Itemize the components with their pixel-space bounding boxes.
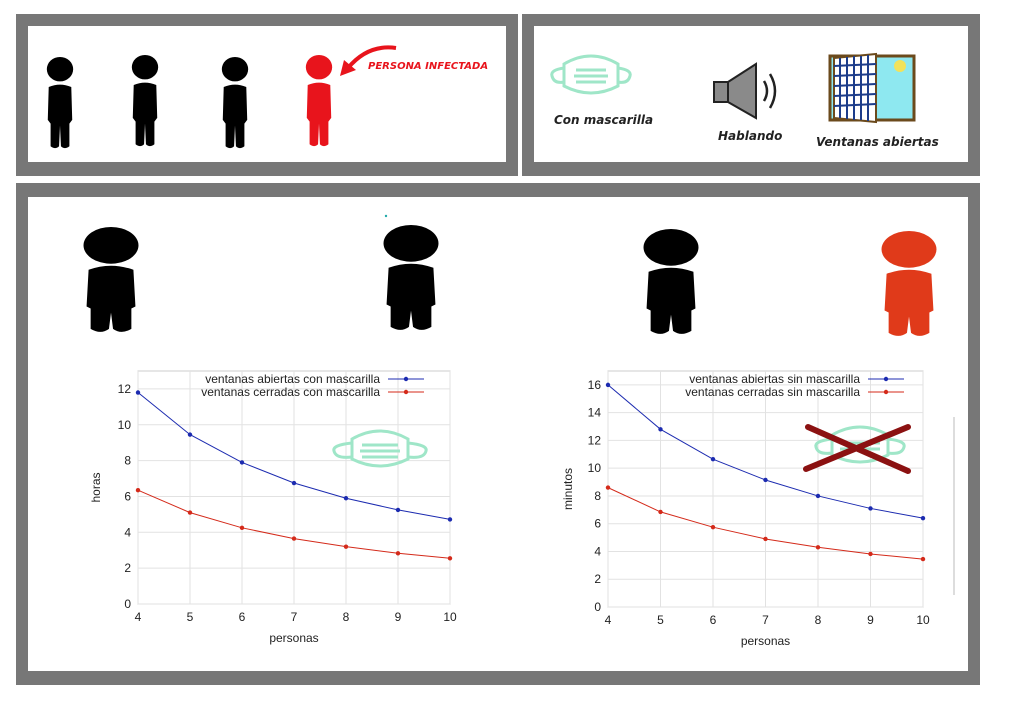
infected-person-icon: [881, 231, 937, 336]
data-point: [135, 487, 141, 493]
data-point: [135, 390, 141, 395]
legend-icons: Con mascarilla Hablando: [550, 52, 939, 149]
y-tick-label: 12: [588, 433, 602, 447]
legend-marker: [403, 376, 409, 382]
y-tick-label: 2: [124, 561, 131, 575]
infected-person-icon: [305, 54, 333, 147]
x-tick-label: 10: [916, 613, 930, 627]
x-tick-label: 10: [443, 610, 457, 624]
mask-icon: [332, 429, 428, 468]
person-icon: [643, 229, 699, 334]
mask-icon: [550, 54, 632, 95]
data-point: [920, 515, 926, 521]
data-point: [239, 525, 245, 531]
y-axis-label: minutos: [561, 468, 575, 510]
y-tick-label: 6: [124, 489, 131, 503]
y-tick-label: 2: [594, 572, 601, 586]
speaking-label: Hablando: [718, 129, 782, 143]
data-point: [343, 496, 349, 501]
y-tick-label: 0: [124, 597, 131, 611]
person-icon: [221, 56, 249, 149]
y-tick-label: 0: [594, 600, 601, 614]
data-point: [658, 509, 663, 515]
chart-con-mascarilla: 0 2 4 6 8 10 12 4 5 6 7 8 9 10 personas horas ventanas a…: [89, 370, 457, 645]
x-tick-label: 4: [135, 610, 142, 624]
person-icon: [131, 54, 159, 147]
data-point: [868, 551, 873, 557]
x-tick-label: 8: [815, 613, 822, 627]
legend-label: ventanas abiertas con mascarilla: [205, 372, 380, 386]
window-icon: [828, 52, 916, 124]
data-point: [395, 551, 401, 556]
data-point: [710, 524, 716, 530]
person-icon: [83, 227, 139, 332]
data-point: [447, 517, 453, 522]
y-tick-label: 12: [118, 382, 132, 396]
y-tick-label: 10: [588, 461, 602, 475]
y-tick-label: 4: [124, 525, 131, 539]
x-axis-label: personas: [741, 634, 790, 648]
x-tick-label: 8: [343, 610, 350, 624]
y-tick-label: 6: [594, 517, 601, 531]
legend-panel: Con mascarilla Hablando: [522, 14, 980, 176]
x-tick-label: 7: [762, 613, 769, 627]
y-tick-label: 16: [588, 378, 602, 392]
person-icon: [46, 56, 74, 149]
data-point: [815, 493, 821, 499]
mask-label: Con mascarilla: [554, 113, 653, 127]
legend-marker: [883, 389, 889, 395]
data-point: [447, 556, 453, 561]
chart-sin-mascarilla: 0 2 4 6 8 10 12 14 16 4 5 6 7 8 9 10 personas minutos vent…: [561, 370, 930, 648]
legend-label: ventanas cerradas sin mascarilla: [685, 385, 860, 399]
x-tick-label: 7: [291, 610, 298, 624]
person-icon: [383, 225, 439, 330]
data-point: [291, 536, 297, 541]
arrow-head-icon: [340, 60, 356, 76]
people-panel: PERSONA INFECTADA: [16, 14, 518, 176]
data-point: [920, 556, 926, 562]
people-row: PERSONA INFECTADA: [46, 45, 488, 149]
data-point: [343, 544, 349, 549]
infected-label: PERSONA INFECTADA: [368, 61, 488, 72]
y-tick-label: 8: [594, 489, 601, 503]
arrow-icon: [346, 45, 397, 70]
data-point: [658, 427, 663, 432]
y-tick-label: 14: [588, 406, 602, 420]
x-tick-label: 6: [239, 610, 246, 624]
data-point: [605, 485, 611, 490]
data-point: [763, 536, 768, 542]
legend-label: ventanas abiertas sin mascarilla: [689, 372, 860, 386]
data-point: [395, 507, 401, 513]
data-point: [605, 382, 611, 388]
x-tick-label: 5: [657, 613, 664, 627]
data-point: [291, 480, 297, 486]
speaker-icon: [713, 62, 777, 120]
y-tick-label: 8: [124, 454, 131, 468]
legend-marker: [403, 389, 409, 395]
stray-dot: [384, 214, 388, 218]
data-point: [239, 460, 245, 465]
data-point: [187, 432, 193, 437]
legend-marker: [883, 376, 889, 382]
y-axis-label: horas: [89, 472, 103, 502]
charts-canvas: 0 2 4 6 8 10 12 4 5 6 7 8 9 10 personas horas ventanas a…: [83, 214, 955, 648]
charts-panel: 0 2 4 6 8 10 12 4 5 6 7 8 9 10 personas horas ventanas a…: [16, 183, 980, 685]
x-tick-label: 9: [395, 610, 402, 624]
data-point: [763, 477, 768, 483]
data-point: [710, 456, 716, 462]
x-tick-label: 6: [710, 613, 717, 627]
data-point: [868, 506, 873, 511]
crossed-mask-icon: [803, 424, 911, 474]
data-point: [815, 545, 821, 550]
y-tick-label: 4: [594, 544, 601, 558]
x-tick-label: 5: [187, 610, 194, 624]
window-label: Ventanas abiertas: [816, 135, 939, 149]
y-tick-label: 10: [118, 418, 132, 432]
data-point: [187, 510, 193, 515]
x-axis-label: personas: [269, 631, 318, 645]
legend-label: ventanas cerradas con mascarilla: [201, 385, 380, 399]
x-tick-label: 4: [605, 613, 612, 627]
x-tick-label: 9: [867, 613, 874, 627]
